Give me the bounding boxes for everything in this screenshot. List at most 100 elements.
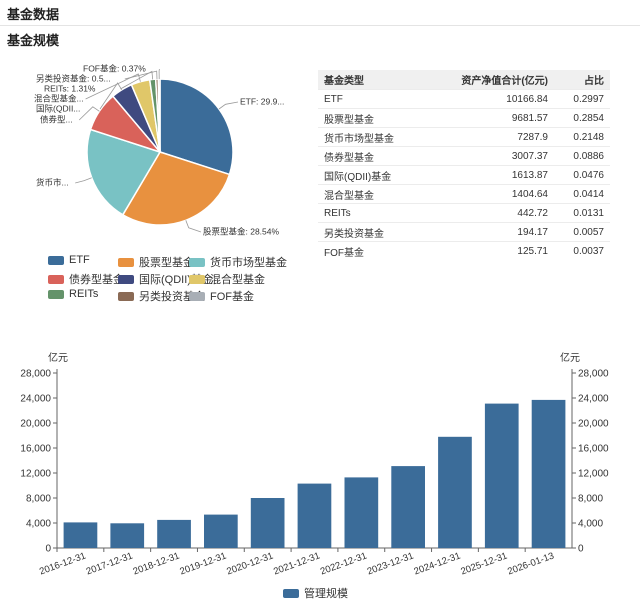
pie-legend-item[interactable]: 股票型基金 [118,254,194,270]
cell-nav: 442.72 [422,203,554,223]
pie-legend-label: 混合型基金 [210,274,265,286]
y-tick-label-left: 24,000 [20,394,51,405]
pie-legend-swatch [48,289,64,299]
cell-type: REITs [318,203,422,223]
pie-legend-item[interactable]: ETF [48,254,90,266]
table-row: 混合型基金 1404.64 0.0414 [318,184,610,204]
y-tick-label-left: 4,000 [26,519,51,530]
bar[interactable] [250,498,285,548]
cell-type: 货币市场型基金 [318,127,422,147]
pie-slice-label: 股票型基金: 28.54% [203,226,279,236]
pie-slice[interactable] [159,78,234,176]
pie-slice[interactable] [157,78,161,153]
table-row: REITs 442.72 0.0131 [318,203,610,223]
x-tick-label: 2024-12-31 [413,550,462,577]
bar[interactable] [438,436,472,549]
bar[interactable] [484,403,519,548]
y-tick-label-left: 16,000 [20,444,51,455]
cell-type: 债券型基金 [318,146,422,166]
y-tick-label-left: 0 [45,544,51,555]
x-tick-label: 2017-12-31 [85,550,134,577]
pie-legend-swatch [118,274,134,284]
section-title: 基金规模 [7,33,60,48]
cell-type: 混合型基金 [318,184,422,204]
pie-leader-line [99,82,123,110]
pie-legend-swatch [48,274,64,284]
y-tick-label-right: 20,000 [578,419,609,430]
pie-legend-item[interactable]: REITs [48,288,98,300]
pie-legend-swatch [189,274,205,284]
cell-nav: 3007.37 [422,146,554,166]
pie-legend-swatch [48,255,64,265]
pie-legend-item[interactable]: FOF基金 [189,288,254,304]
x-tick-label: 2020-12-31 [225,550,274,577]
pie-legend-label: 股票型基金 [139,257,194,269]
pie-legend-label: 债券型基金 [69,274,124,286]
bar[interactable] [344,477,379,548]
bar[interactable] [110,523,145,548]
y-tick-label-right: 4,000 [578,519,603,530]
pie-legend-label: 另类投资基金 [139,291,205,303]
table-row: 债券型基金 3007.37 0.0886 [318,146,610,166]
bar-chart: 亿元 亿元 28,000 28,000 24,000 24,000 20,000 20,000… [20,351,609,577]
cell-nav: 7287.9 [422,127,554,147]
y-tick-label-left: 8,000 [26,494,51,505]
pie-leader-line [75,177,92,184]
pie-legend-item[interactable]: 混合型基金 [189,271,265,287]
pie-legend-item[interactable]: 债券型基金 [48,271,124,287]
fund-table: 基金类型 资产净值合计(亿元) 占比 ETF 10166.84 0.2997 股票型… [318,70,610,260]
y-tick-label-right: 24,000 [578,394,609,405]
y-tick-label-right: 12,000 [578,469,609,480]
table-row: 货币市场型基金 7287.9 0.2148 [318,127,610,147]
x-tick-label: 2025-12-31 [459,550,508,577]
y-tick-label-right: 8,000 [578,494,603,505]
pie-legend-label: REITs [69,288,99,300]
table-row: 另类投资基金 194.17 0.0057 [318,222,610,242]
pie-slice-label: 货币市... [36,177,69,187]
cell-type: ETF [318,89,422,109]
table-header-ratio: 占比 [554,70,610,90]
cell-nav: 1404.64 [422,184,554,204]
pie-slice-label: 债券型... [40,114,73,124]
y-tick-label-right: 16,000 [578,444,609,455]
y-tick-label-left: 20,000 [20,419,51,430]
table-row: 国际(QDII)基金 1613.87 0.0476 [318,165,610,185]
pie-leader-line [85,73,141,100]
table-row: 股票型基金 9681.57 0.2854 [318,108,610,128]
x-tick-label: 2022-12-31 [319,550,368,577]
pie-slice-label: 另类投资基金: 0.5... [36,73,111,83]
x-tick-label: 2023-12-31 [366,550,415,577]
pie-legend-item[interactable]: 货币市场型基金 [189,254,287,270]
pie-legend-item[interactable]: 另类投资基金 [118,288,205,304]
pie-legend-label: ETF [69,254,90,266]
y-tick-label-left: 28,000 [20,369,51,380]
pie-slice-label: FOF基金: 0.37% [83,63,146,73]
table-header-type: 基金类型 [318,70,422,90]
pie-legend-swatch [118,291,134,301]
pie-legend-swatch [189,257,205,267]
cell-ratio: 0.2854 [554,108,610,128]
cell-type: FOF基金 [318,241,422,260]
page-title: 基金数据 [7,7,60,22]
x-tick-label: 2019-12-31 [178,550,227,577]
cell-type: 国际(QDII)基金 [318,165,422,185]
bar[interactable] [63,522,98,548]
pie-slice-label: 国际(QDII... [36,103,80,113]
cell-ratio: 0.2997 [554,89,610,109]
cell-ratio: 0.0476 [554,165,610,185]
bar[interactable] [297,483,332,548]
bar-legend[interactable]: 管理规模 [283,585,348,601]
bar[interactable] [204,514,238,548]
x-tick-label: 2021-12-31 [272,550,321,577]
bar-legend-swatch [283,588,299,598]
y-tick-label-right: 28,000 [578,369,609,380]
bar[interactable] [157,519,191,548]
pie-leader-line [218,101,239,110]
bar[interactable] [391,466,425,548]
pie-slice[interactable] [86,128,162,216]
pie-legend-swatch [189,291,205,301]
pie-leader-line [120,70,154,90]
pie-leader-line [78,106,100,121]
bar[interactable] [531,399,566,548]
pie-slice-label: 混合型基金... [34,93,84,103]
